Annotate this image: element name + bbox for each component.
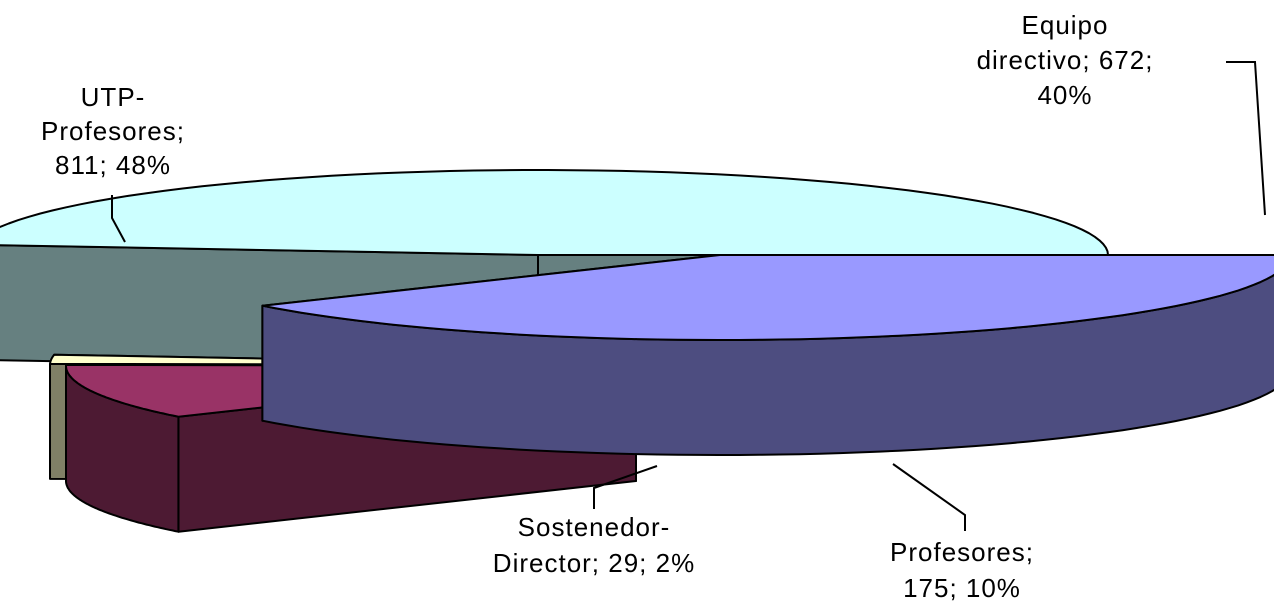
slice-utp-top [0, 169, 1109, 256]
data-label-utp: UTP- Profesores; 811; 48% [41, 82, 185, 180]
data-label-profesores: Profesores; 175; 10% [890, 537, 1034, 603]
data-label-profesores-line: Profesores; [890, 537, 1034, 567]
data-label-sostenedor-line: Director; 29; 2% [493, 548, 695, 578]
data-label-sostenedor: Sostenedor- Director; 29; 2% [493, 512, 695, 578]
data-label-equipo-line: directivo; 672; [977, 45, 1154, 75]
leader-line-sostenedor [593, 465, 658, 509]
data-label-utp-line: UTP- [81, 82, 146, 112]
data-label-utp-line: 811; 48% [55, 150, 171, 180]
leader-line-equipo [1226, 61, 1266, 216]
slice-equipo-top [261, 254, 1274, 341]
leader-line-utp [111, 195, 126, 243]
data-label-equipo: Equipo directivo; 672; 40% [977, 10, 1154, 110]
data-label-equipo-line: Equipo [1022, 10, 1109, 40]
slice-equipo [261, 254, 1274, 456]
data-label-sostenedor-line: Sostenedor- [518, 512, 671, 542]
labels-layer: Equipo directivo; 672; 40% Profesores; 175; … [41, 10, 1154, 603]
leader-lines-layer [111, 61, 1266, 531]
data-label-profesores-line: 175; 10% [903, 573, 1021, 603]
data-label-utp-line: Profesores; [41, 116, 185, 146]
leader-line-profesores [892, 463, 966, 531]
slices-layer [0, 169, 1274, 533]
data-label-equipo-line: 40% [1037, 80, 1092, 110]
